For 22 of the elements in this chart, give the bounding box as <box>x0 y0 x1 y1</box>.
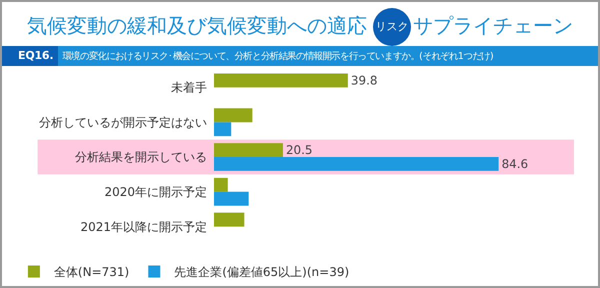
bar <box>214 157 499 171</box>
y-tick-label: 未着手 <box>171 80 207 95</box>
data-label: 84.6 <box>502 156 528 171</box>
bar <box>214 108 252 122</box>
y-tick-label: 2020年に開示予定 <box>104 185 207 199</box>
text: リスク <box>373 8 411 46</box>
bar <box>214 192 249 206</box>
bar <box>214 178 228 192</box>
chart-subtitle: EQ16. 環境の変化におけるリスク･機会について、分析と分析結果の情報開示を行っていますか。(それぞれ1つだけ) <box>17 48 494 64</box>
y-tick-label: 2021年以降に開示予定 <box>80 220 207 234</box>
data-label: 20.5 <box>286 143 313 158</box>
bar <box>214 122 232 136</box>
bar <box>214 73 348 88</box>
bar <box>214 143 283 157</box>
data-label: 39.8 <box>350 73 378 88</box>
text: サプライチェーン <box>413 13 573 38</box>
chart-title: 気候変動の緩和及び気候変動への適応 <box>27 13 367 38</box>
y-tick-label: 分析結果を開示している <box>75 150 207 164</box>
y-tick-label: 分析しているが開示予定はない <box>39 115 207 130</box>
legend-label: 先進企業(偏差値65以上)(n=39) <box>174 265 350 280</box>
legend-label: 全体(N=731) <box>54 265 130 280</box>
bar <box>214 212 244 227</box>
